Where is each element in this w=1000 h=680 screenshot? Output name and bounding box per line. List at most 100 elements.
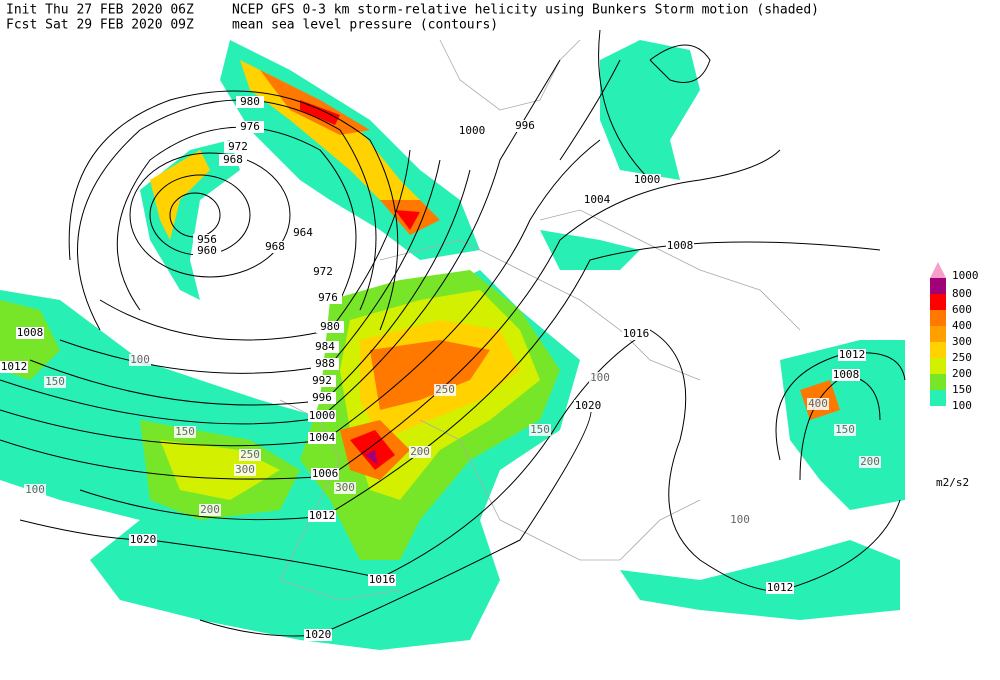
contour-label: 1012 — [839, 348, 866, 361]
legend-swatch — [930, 310, 946, 326]
contour-label-bg — [304, 629, 332, 641]
contour-label: 976 — [318, 291, 338, 304]
helicity-label-bg — [529, 424, 551, 436]
contour-label: 1012 — [309, 509, 336, 522]
legend: m2/s2 1000 800 600 400 300 250 200 150 100 — [930, 262, 979, 489]
contour-label-bg — [308, 392, 336, 404]
helicity-labels: 100 150 200 250 300 100 150 300 250 200 100 150 400 1… — [24, 353, 881, 526]
legend-label: 100 — [952, 399, 972, 412]
contour-label: 996 — [312, 391, 332, 404]
contour-label-bg — [666, 240, 694, 252]
contour-label: 1020 — [130, 533, 157, 546]
helicity-label-bg — [239, 449, 261, 461]
helicity-label: 100 — [130, 353, 150, 366]
contour-label-bg — [316, 321, 344, 333]
contour-label: 968 — [223, 153, 243, 166]
contour-label: 956 — [197, 233, 217, 246]
legend-swatch — [930, 278, 946, 294]
helicity-label: 100 — [25, 483, 45, 496]
contour-label-bg — [583, 194, 611, 206]
helicity-label: 150 — [175, 425, 195, 438]
helicity-label-bg — [174, 426, 196, 438]
contour-label: 1008 — [667, 239, 694, 252]
contour-label: 960 — [197, 244, 217, 257]
legend-label: 150 — [952, 383, 972, 396]
contour-label-bg — [314, 292, 342, 304]
contour-label: 972 — [313, 265, 333, 278]
helicity-label: 200 — [410, 445, 430, 458]
helicity-label-bg — [129, 354, 151, 366]
legend-swatch — [930, 390, 946, 406]
legend-label: 800 — [952, 287, 972, 300]
contour-label-bg — [311, 341, 339, 353]
contour-label-bg — [308, 375, 336, 387]
helicity-label: 100 — [590, 371, 610, 384]
legend-unit: m2/s2 — [936, 476, 969, 489]
contour-label-bg — [16, 327, 44, 339]
helicity-label: 150 — [530, 423, 550, 436]
helicity-label-bg — [409, 446, 431, 458]
contour-label-bg — [236, 96, 264, 108]
contour-label: 1016 — [369, 573, 396, 586]
contour-label-bg — [311, 358, 339, 370]
contour-label-bg — [622, 328, 650, 340]
contour-label: 992 — [312, 374, 332, 387]
helicity-label-bg — [199, 504, 221, 516]
contour-label-bg — [289, 227, 317, 239]
legend-swatch — [930, 294, 946, 310]
helicity-label-bg — [334, 482, 356, 494]
helicity-label-bg — [807, 398, 829, 410]
helicity-label: 150 — [835, 423, 855, 436]
contour-label: 1000 — [634, 173, 661, 186]
legend-swatch — [930, 374, 946, 390]
legend-swatch — [930, 326, 946, 342]
contour-label-bg — [574, 400, 602, 412]
contour-label-bg — [308, 410, 336, 422]
contour-label-bg — [311, 468, 339, 480]
contour-label: 1020 — [305, 628, 332, 641]
contour-label-bg — [219, 154, 247, 166]
contour-label: 968 — [265, 240, 285, 253]
contour-label-bg — [308, 432, 336, 444]
contour-label: 984 — [315, 340, 335, 353]
helicity-label: 200 — [200, 503, 220, 516]
legend-label: 200 — [952, 367, 972, 380]
contour-label-bg — [511, 120, 539, 132]
helicity-label-bg — [834, 424, 856, 436]
helicity-label-bg — [589, 372, 611, 384]
init-time: Init Thu 27 FEB 2020 06Z — [6, 3, 194, 18]
helicity-label: 250 — [240, 448, 260, 461]
contour-label-bg — [193, 234, 221, 246]
contour-label-bg — [838, 349, 866, 361]
contour-label: 1008 — [17, 326, 44, 339]
contour-label-bg — [0, 361, 28, 373]
legend-swatch — [930, 342, 946, 358]
shading — [0, 40, 905, 650]
forecast-time: Fcst Sat 29 FEB 2020 09Z — [6, 18, 194, 33]
helicity-label-bg — [434, 384, 456, 396]
contour-label: 1012 — [767, 581, 794, 594]
helicity-label: 400 — [808, 397, 828, 410]
helicity-label-bg — [729, 514, 751, 526]
legend-label: 300 — [952, 335, 972, 348]
contour-label: 1000 — [459, 124, 486, 137]
contour-label-bg — [129, 534, 157, 546]
helicity-label: 300 — [235, 463, 255, 476]
legend-label: 400 — [952, 319, 972, 332]
contour-label-bg — [633, 174, 661, 186]
map-title: NCEP GFS 0-3 km storm-relative helicity … — [232, 3, 819, 18]
contour-label-bg — [308, 510, 336, 522]
helicity-label: 300 — [335, 481, 355, 494]
helicity-label: 150 — [45, 375, 65, 388]
legend-label: 600 — [952, 303, 972, 316]
contour-label: 964 — [293, 226, 313, 239]
legend-swatch — [930, 262, 946, 278]
helicity-label: 200 — [860, 455, 880, 468]
legend-label: 1000 — [952, 269, 979, 282]
contour-label-bg — [261, 241, 289, 253]
contour-label-bg — [458, 125, 486, 137]
helicity-label-bg — [859, 456, 881, 468]
contour-label: 1004 — [584, 193, 611, 206]
helicity-label-bg — [234, 464, 256, 476]
contour-label-bg — [368, 574, 396, 586]
